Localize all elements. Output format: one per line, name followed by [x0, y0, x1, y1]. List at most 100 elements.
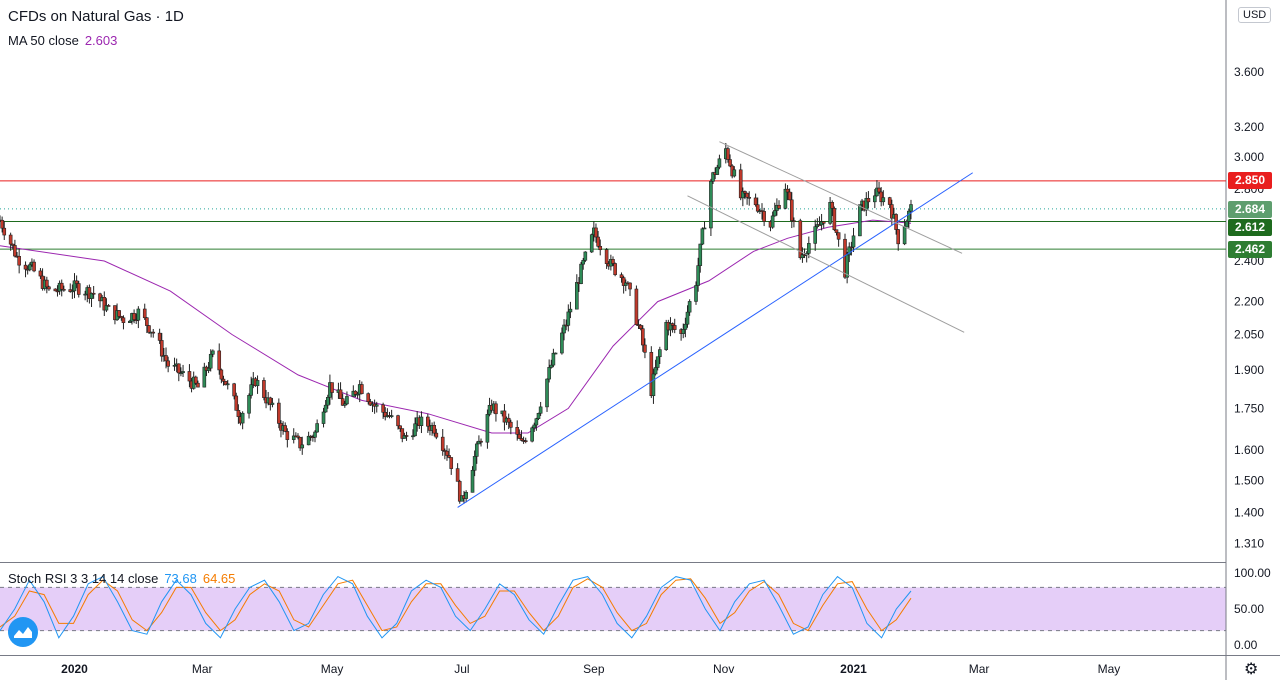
candle-body — [181, 371, 185, 374]
candle-body — [551, 352, 556, 366]
candle — [277, 398, 281, 429]
candle — [321, 407, 326, 428]
candle-body — [457, 481, 462, 502]
candle — [151, 328, 156, 338]
candle-body — [119, 316, 124, 319]
candle — [896, 229, 901, 251]
candle — [470, 466, 475, 493]
candle — [176, 363, 181, 382]
time-axis: 2020 Mar May Jul Sep Nov 2021 Mar May — [61, 662, 1120, 676]
candle — [655, 356, 660, 371]
candle-body — [187, 371, 192, 382]
gear-icon[interactable]: ⚙ — [1244, 661, 1259, 678]
stoch-k-value: 73.68 — [164, 571, 197, 586]
candle-body — [313, 431, 317, 438]
candle-body — [223, 381, 228, 386]
candle — [440, 428, 445, 456]
ma-value: 2.603 — [84, 33, 118, 48]
candle-body — [583, 251, 588, 261]
candle — [904, 219, 909, 228]
candle — [621, 275, 626, 294]
candle-body — [249, 384, 253, 396]
price-tag-support-lower: 2.462 — [1228, 241, 1272, 258]
candle — [179, 367, 183, 377]
candle — [296, 433, 300, 440]
candle-body — [738, 169, 743, 199]
candle — [372, 399, 377, 414]
candle — [594, 223, 598, 243]
candle-body — [502, 410, 507, 423]
candle — [219, 368, 224, 384]
candle — [225, 379, 230, 390]
tradingview-logo-icon[interactable] — [8, 617, 38, 647]
candle-body — [728, 159, 732, 167]
chart-title-text: CFDs on Natural Gas · 1D — [8, 8, 184, 25]
candle — [447, 448, 451, 459]
candle — [306, 431, 311, 446]
candle — [866, 191, 871, 209]
price-tick-label: 1.750 — [1234, 401, 1264, 415]
candle — [164, 347, 168, 369]
osc-tick-label: 50.00 — [1234, 602, 1264, 616]
candle — [479, 438, 483, 447]
candle-body — [196, 382, 200, 388]
candle — [136, 306, 141, 329]
candle-body — [753, 197, 758, 206]
stoch-legend[interactable]: Stoch RSI 3 3 14 14 close 73.68 64.65 — [8, 571, 235, 586]
candle-body — [398, 425, 402, 429]
candle — [732, 166, 737, 178]
candle-body — [47, 286, 51, 290]
candle-body — [560, 332, 564, 354]
candle — [877, 181, 881, 194]
candle-body — [23, 264, 28, 270]
candle — [38, 267, 43, 280]
candle-body — [426, 416, 430, 427]
candle-body — [670, 323, 675, 326]
price-tick-label: 3.200 — [1234, 120, 1264, 134]
candle-body — [743, 191, 747, 194]
candle — [32, 259, 36, 273]
candle-body — [128, 320, 132, 323]
candle-body — [477, 440, 481, 445]
candle-body — [783, 188, 788, 209]
candle-body — [589, 234, 594, 253]
candle-body — [553, 352, 558, 355]
candle-body — [298, 437, 302, 449]
candle-body — [145, 317, 149, 326]
candle — [845, 251, 849, 284]
candle — [472, 450, 477, 477]
currency-button[interactable]: USD — [1238, 7, 1272, 23]
candle-body — [62, 288, 66, 291]
candle — [389, 409, 394, 419]
candle-body — [532, 424, 537, 429]
candle-body — [562, 324, 566, 334]
trendline-0 — [457, 172, 973, 508]
candle — [517, 429, 522, 439]
candle-body — [164, 355, 168, 362]
candle — [119, 315, 124, 321]
candle — [255, 375, 260, 394]
candle — [547, 359, 551, 383]
candle — [509, 419, 513, 435]
candle — [715, 164, 720, 175]
price-tick-label: 3.000 — [1234, 150, 1264, 164]
candle — [534, 417, 539, 431]
candle-body — [879, 191, 883, 203]
candle — [726, 146, 730, 163]
candle — [873, 189, 877, 209]
candle-body — [664, 322, 669, 350]
price-tick-label: 3.600 — [1234, 65, 1264, 79]
candle-body — [157, 332, 162, 341]
candle-body — [726, 148, 730, 160]
candle — [10, 243, 15, 250]
ma-legend[interactable]: MA 50 close 2.603 — [8, 33, 117, 48]
candle-body — [545, 378, 549, 408]
candle — [298, 436, 302, 451]
candle — [519, 430, 524, 442]
candle — [651, 368, 656, 404]
trendline-2 — [687, 195, 965, 333]
candle-body — [219, 369, 224, 380]
candle — [449, 457, 454, 475]
time-tick-label: Nov — [713, 662, 734, 676]
candle-body — [549, 364, 554, 368]
